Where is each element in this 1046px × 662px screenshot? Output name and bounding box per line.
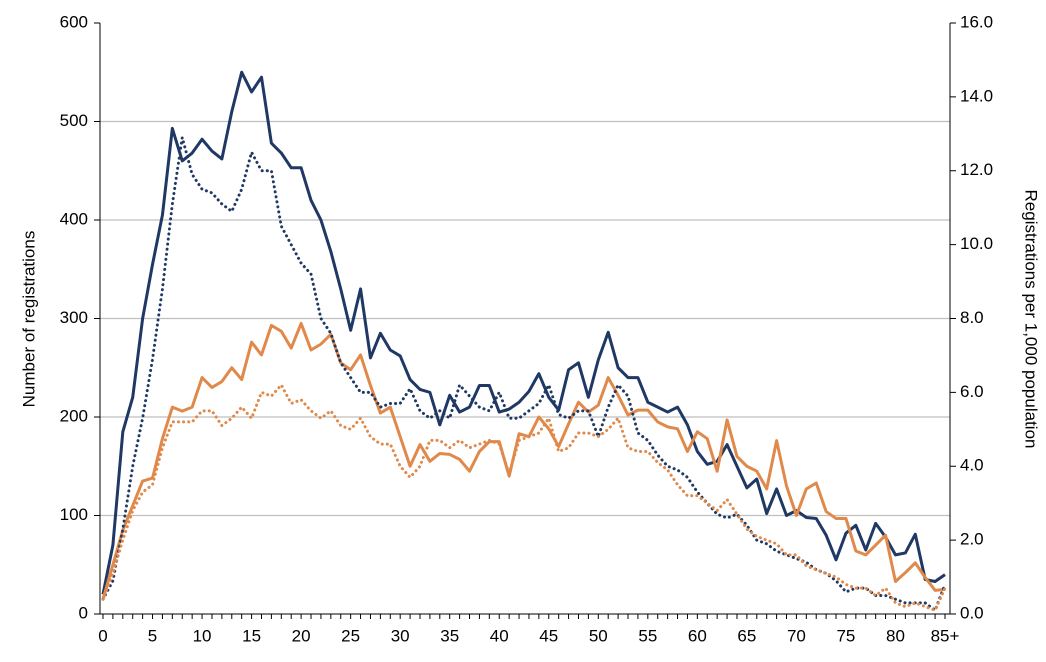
x-tick-label: 30: [391, 626, 410, 645]
x-tick-label: 15: [242, 626, 261, 645]
x-tick-label: 5: [148, 626, 157, 645]
x-tick-label: 35: [440, 626, 459, 645]
y2-tick-label: 0.0: [960, 603, 984, 622]
x-tick-label: 60: [688, 626, 707, 645]
x-tick-label: 25: [341, 626, 360, 645]
y2-tick-label: 10.0: [960, 234, 993, 253]
y2-tick-label: 8.0: [960, 308, 984, 327]
y2-tick-label: 12.0: [960, 160, 993, 179]
y2-tick-label: 14.0: [960, 86, 993, 105]
series-line: [101, 136, 947, 612]
y-tick-label: 200: [60, 406, 88, 425]
series-line: [101, 383, 947, 612]
series-line: [101, 321, 946, 600]
y-tick-label: 400: [60, 209, 88, 228]
y-tick-label: 100: [60, 505, 88, 524]
x-tick-label: 40: [490, 626, 509, 645]
x-tick-label: 45: [539, 626, 558, 645]
x-tick-label: 0: [98, 626, 107, 645]
y2-tick-label: 6.0: [960, 382, 984, 401]
series-line: [101, 70, 946, 595]
y-tick-label: 0: [79, 603, 88, 622]
x-tick-label: 50: [589, 626, 608, 645]
y2-axis-title: Registrations per 1,000 population: [1022, 190, 1041, 449]
y2-tick-label: 16.0: [960, 12, 993, 31]
x-tick-label: 20: [292, 626, 311, 645]
y2-tick-label: 4.0: [960, 456, 984, 475]
x-tick-label: 75: [836, 626, 855, 645]
x-tick-label: 55: [638, 626, 657, 645]
x-tick-label: 10: [193, 626, 212, 645]
x-tick-label: 80: [886, 626, 905, 645]
x-tick-label: 85+: [931, 626, 960, 645]
y-tick-label: 300: [60, 308, 88, 327]
y-axis-title: Number of registrations: [19, 231, 38, 408]
x-tick-label: 65: [737, 626, 756, 645]
y-tick-label: 500: [60, 111, 88, 130]
y2-tick-label: 2.0: [960, 530, 984, 549]
x-tick-label: 70: [787, 626, 806, 645]
y-tick-label: 600: [60, 12, 88, 31]
